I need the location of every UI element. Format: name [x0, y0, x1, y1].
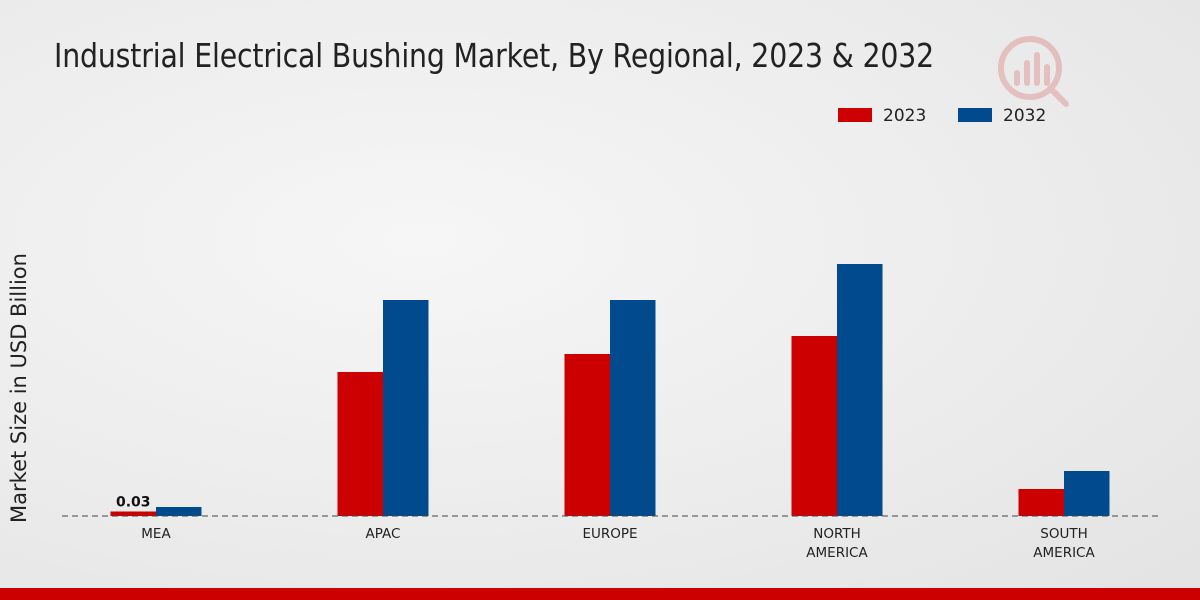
x-tick-label-line: MEA: [141, 526, 171, 542]
x-tick-label-europe: EUROPE: [582, 526, 637, 542]
bottom-accent-bar: [0, 588, 1200, 600]
bar-south-america-2023: [1018, 489, 1064, 516]
x-tick-labels: MEA APAC EUROPE NORTH AMERICA SOUTH AMERICA: [141, 526, 1095, 561]
bar-apac-2032: [383, 300, 429, 516]
bars-group: [110, 264, 1110, 516]
bar-north-america-2032: [837, 264, 883, 516]
x-tick-label-mea: MEA: [141, 526, 171, 542]
bar-mea-2032: [156, 507, 202, 516]
x-tick-label-line: APAC: [366, 526, 401, 542]
x-tick-label-line: NORTH: [813, 526, 861, 542]
chart-title: Industrial Electrical Bushing Market, By…: [54, 36, 935, 75]
legend-label-2023: 2023: [883, 106, 926, 126]
bar-north-america-2023: [791, 336, 837, 516]
x-tick-label-line: EUROPE: [582, 526, 637, 542]
x-tick-label-line: AMERICA: [1033, 545, 1095, 561]
bar-europe-2032: [610, 300, 656, 516]
legend-swatch-2023: [838, 108, 872, 122]
x-tick-label-line: AMERICA: [806, 545, 868, 561]
bar-south-america-2032: [1064, 471, 1110, 516]
data-labels: 0.03: [116, 495, 151, 511]
x-tick-label-line: SOUTH: [1040, 526, 1087, 542]
chart-legend: 2023 2032: [838, 106, 1046, 126]
bar-apac-2023: [337, 372, 383, 516]
x-tick-label-north-america: NORTH AMERICA: [806, 526, 868, 561]
legend-swatch-2032: [958, 108, 992, 122]
x-tick-label-apac: APAC: [366, 526, 401, 542]
data-label-mea-2023: 0.03: [116, 495, 151, 511]
y-axis-label: Market Size in USD Billion: [7, 253, 31, 523]
bar-mea-2023: [110, 511, 156, 516]
x-tick-label-south-america: SOUTH AMERICA: [1033, 526, 1095, 561]
legend-label-2032: 2032: [1003, 106, 1046, 126]
brand-logo-icon: [998, 36, 1069, 107]
bar-europe-2023: [564, 354, 610, 516]
